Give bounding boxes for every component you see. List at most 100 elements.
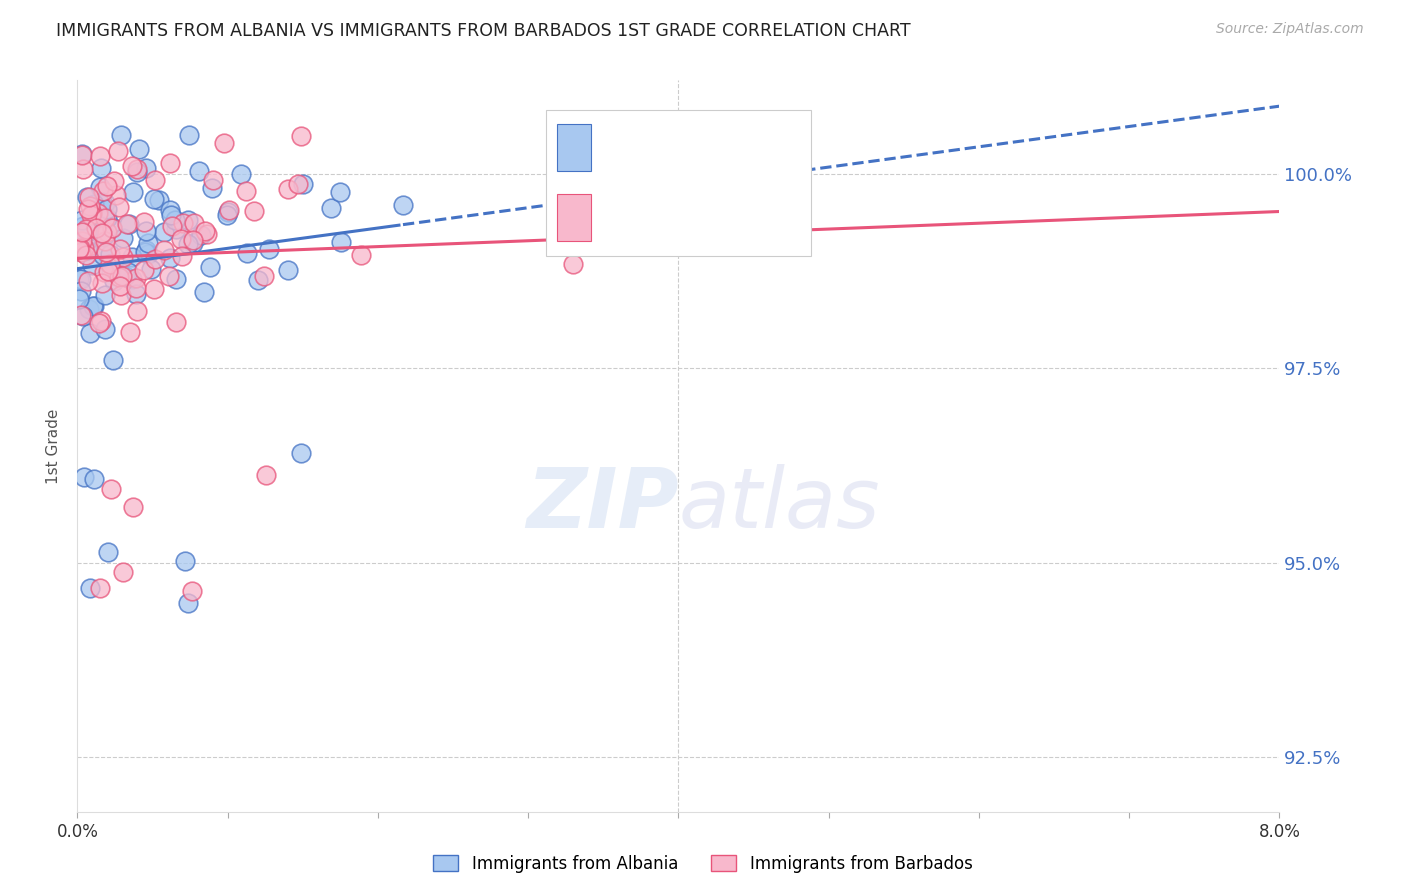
Point [157,269,180,284]
Point [72,219,94,233]
Point [142,283,165,297]
Point [94,196,117,211]
Point [190,227,212,242]
Point [114,268,136,283]
Point [215,209,238,223]
Point [319,201,342,215]
Point [148,193,170,207]
Point [120,325,142,339]
Point [70,234,93,248]
Point [177,596,200,610]
Point [160,208,183,222]
Point [75,248,97,262]
Point [125,304,148,318]
Point [169,232,191,246]
Point [72,161,94,176]
Point [194,224,217,238]
Point [107,200,129,214]
Point [108,279,131,293]
Point [67,242,90,256]
Text: IMMIGRANTS FROM ALBANIA VS IMMIGRANTS FROM BARBADOS 1ST GRADE CORRELATION CHART: IMMIGRANTS FROM ALBANIA VS IMMIGRANTS FR… [56,22,911,40]
Point [292,178,315,192]
Point [94,211,117,225]
Point [202,173,225,187]
Point [76,274,98,288]
Point [70,245,93,260]
Point [111,250,134,264]
Point [153,225,176,239]
Point [198,260,221,274]
Point [135,224,157,238]
Point [72,148,94,162]
Point [125,165,148,179]
Point [69,242,91,256]
Point [97,264,120,278]
Point [96,544,118,558]
Point [122,186,145,200]
Point [235,184,257,198]
Point [143,173,166,187]
Point [165,222,187,236]
Point [87,206,110,220]
Point [93,321,115,335]
Point [104,187,127,202]
Point [91,277,114,291]
Point [253,269,276,284]
Point [159,251,181,265]
Point [118,217,141,231]
Point [177,236,200,251]
Point [70,272,93,286]
Point [93,265,115,279]
Point [94,287,117,301]
Point [77,223,100,237]
Point [181,235,204,250]
Point [181,584,204,599]
Point [94,234,117,248]
Point [100,247,122,261]
Point [83,299,105,313]
Point [69,284,91,298]
Point [128,142,150,156]
Point [159,156,181,170]
Point [96,179,118,194]
Point [73,241,96,255]
Point [73,469,96,483]
Point [72,212,94,227]
Point [98,256,121,270]
Point [212,136,235,150]
Point [329,235,352,250]
Point [139,261,162,276]
Point [173,553,195,567]
Point [254,468,277,483]
Point [79,581,101,595]
Point [70,308,93,322]
Point [75,221,97,235]
Point [89,316,111,330]
Text: 0.0%: 0.0% [56,823,98,841]
Point [287,177,309,191]
Point [100,482,122,496]
Point [79,198,101,212]
Point [103,174,125,188]
Point [70,244,93,259]
Text: Source: ZipAtlas.com: Source: ZipAtlas.com [1216,22,1364,37]
Point [197,227,219,241]
Point [80,205,103,219]
Point [70,225,93,239]
Point [77,190,100,204]
Point [96,202,118,216]
Point [67,292,90,306]
Point [177,213,200,227]
Point [277,262,299,277]
Point [350,248,373,262]
Point [91,195,114,210]
Point [101,353,124,368]
Point [79,326,101,340]
Point [91,248,114,262]
Point [90,161,112,176]
Point [72,309,94,323]
Point [277,182,299,196]
Point [160,219,183,234]
Point [170,249,193,263]
Point [138,247,160,261]
